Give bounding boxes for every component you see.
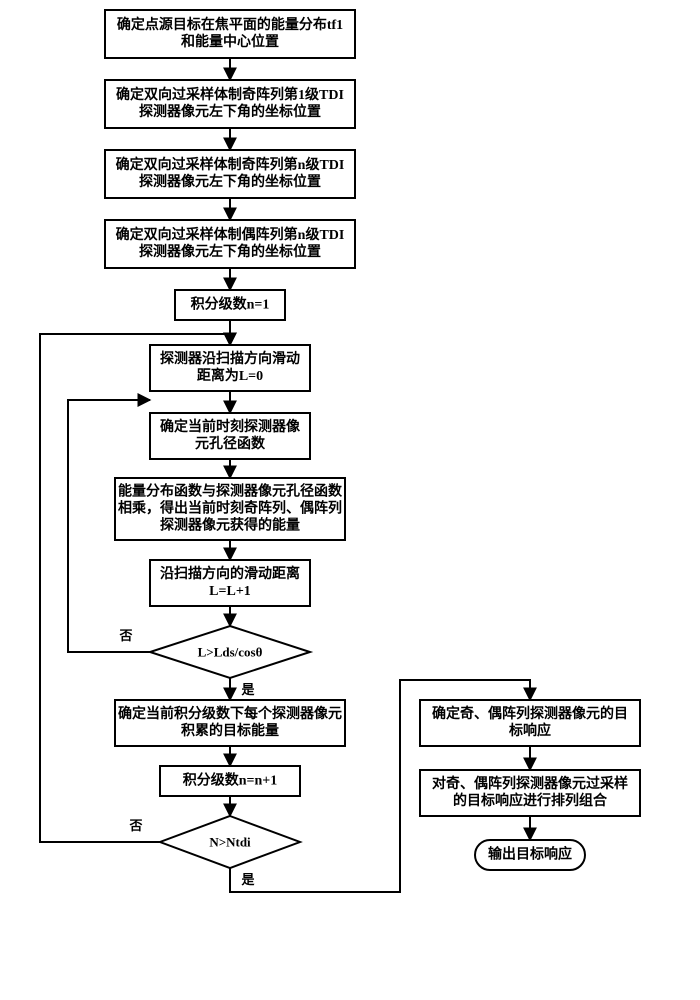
svg-text:元孔径函数: 元孔径函数 [195,435,266,452]
node-n13: 对奇、偶阵列探测器像元过采样的目标响应进行排列组合 [420,770,640,816]
svg-text:确定当前积分级数下每个探测器像元: 确定当前积分级数下每个探测器像元 [118,705,342,722]
svg-text:积分级数n=1: 积分级数n=1 [191,296,270,313]
svg-text:对奇、偶阵列探测器像元过采样: 对奇、偶阵列探测器像元过采样 [432,775,628,792]
svg-text:探测器像元左下角的坐标位置: 探测器像元左下角的坐标位置 [139,243,321,260]
svg-text:探测器像元左下角的坐标位置: 探测器像元左下角的坐标位置 [139,173,321,190]
svg-text:确定双向过采样体制奇阵列第1级TDI: 确定双向过采样体制奇阵列第1级TDI [116,86,344,103]
node-n8: 能量分布函数与探测器像元孔径函数相乘，得出当前时刻奇阵列、偶阵列探测器像元获得的… [115,478,345,540]
node-d1: L>Lds/cosθ [150,626,310,678]
svg-text:确定双向过采样体制奇阵列第n级TDI: 确定双向过采样体制奇阵列第n级TDI [116,156,345,173]
svg-text:相乘，得出当前时刻奇阵列、偶阵列: 相乘，得出当前时刻奇阵列、偶阵列 [118,500,342,517]
svg-text:标响应: 标响应 [508,722,551,739]
node-n1: 确定点源目标在焦平面的能量分布tf1和能量中心位置 [105,10,355,58]
svg-text:积分级数n=n+1: 积分级数n=n+1 [183,772,278,789]
node-n4: 确定双向过采样体制偶阵列第n级TDI探测器像元左下角的坐标位置 [105,220,355,268]
node-n14: 输出目标响应 [475,840,585,870]
svg-text:L=L+1: L=L+1 [209,584,251,599]
edge-label: 是 [240,872,255,887]
svg-text:确定点源目标在焦平面的能量分布tf1: 确定点源目标在焦平面的能量分布tf1 [117,16,343,33]
node-n10: 确定当前积分级数下每个探测器像元积累的目标能量 [115,700,345,746]
node-n2: 确定双向过采样体制奇阵列第1级TDI探测器像元左下角的坐标位置 [105,80,355,128]
node-n11: 积分级数n=n+1 [160,766,300,796]
svg-text:距离为L=0: 距离为L=0 [197,367,263,384]
svg-text:输出目标响应: 输出目标响应 [488,846,572,863]
svg-text:确定双向过采样体制偶阵列第n级TDI: 确定双向过采样体制偶阵列第n级TDI [116,226,345,243]
node-n9: 沿扫描方向的滑动距离 L=L+1 [150,560,310,606]
svg-text:探测器沿扫描方向滑动: 探测器沿扫描方向滑动 [160,350,300,367]
flowchart-canvas: 确定点源目标在焦平面的能量分布tf1和能量中心位置确定双向过采样体制奇阵列第1级… [0,0,700,1000]
svg-text:能量分布函数与探测器像元孔径函数: 能量分布函数与探测器像元孔径函数 [118,483,343,500]
svg-text:和能量中心位置: 和能量中心位置 [181,33,279,50]
svg-text:积累的目标能量: 积累的目标能量 [181,722,279,739]
node-n7: 确定当前时刻探测器像元孔径函数 [150,413,310,459]
svg-text:L>Lds/cosθ: L>Lds/cosθ [198,645,263,660]
node-n5: 积分级数n=1 [175,290,285,320]
node-n3: 确定双向过采样体制奇阵列第n级TDI探测器像元左下角的坐标位置 [105,150,355,198]
edge-label: 是 [240,682,255,697]
svg-text:确定当前时刻探测器像: 确定当前时刻探测器像 [160,418,301,435]
node-n12: 确定奇、偶阵列探测器像元的目标响应 [420,700,640,746]
node-d2: N>Ntdi [160,816,300,868]
svg-text:N>Ntdi: N>Ntdi [209,835,251,850]
node-n6: 探测器沿扫描方向滑动距离为L=0 [150,345,310,391]
edge-label: 否 [118,628,132,643]
svg-text:探测器像元获得的能量: 探测器像元获得的能量 [160,517,300,534]
edge-label: 否 [128,818,142,833]
svg-text:确定奇、偶阵列探测器像元的目: 确定奇、偶阵列探测器像元的目 [432,705,628,722]
svg-text:的目标响应进行排列组合: 的目标响应进行排列组合 [453,792,608,809]
svg-text:沿扫描方向的滑动距离: 沿扫描方向的滑动距离 [160,565,300,582]
svg-text:探测器像元左下角的坐标位置: 探测器像元左下角的坐标位置 [139,103,321,120]
